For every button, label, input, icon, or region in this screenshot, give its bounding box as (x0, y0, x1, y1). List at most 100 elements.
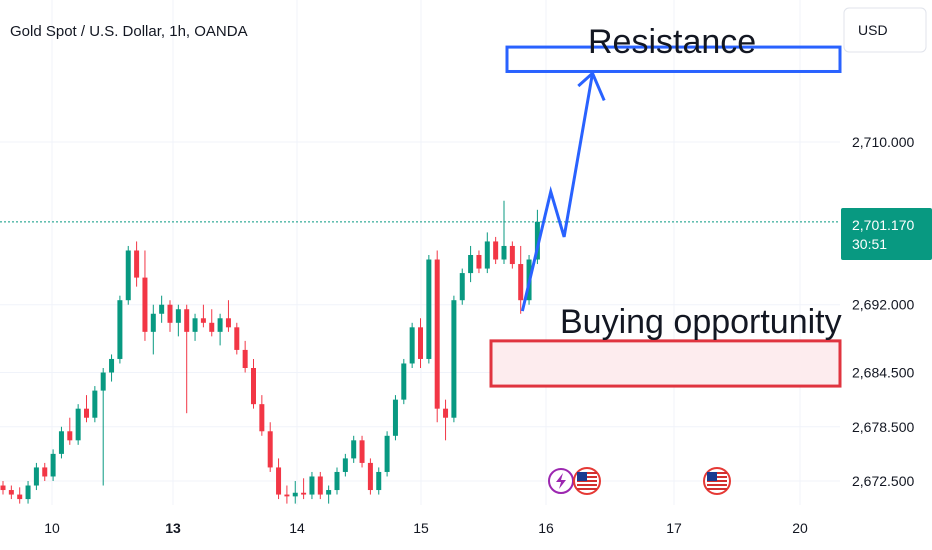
candle (50, 449, 56, 481)
flag-stripe (707, 484, 727, 486)
candle-body (175, 309, 181, 323)
candle-body (518, 264, 524, 301)
lightning-icon[interactable] (548, 468, 574, 494)
projection-arrow-head (577, 70, 606, 102)
resistance-zone[interactable] (505, 45, 842, 73)
support-zone[interactable] (489, 339, 842, 388)
candle-body (0, 485, 6, 491)
candle (67, 417, 73, 445)
candle-body (276, 467, 282, 495)
zones (489, 45, 842, 388)
candle-body (342, 458, 348, 472)
us-flag-icon[interactable] (703, 467, 731, 495)
candle (33, 462, 39, 491)
candle-body (242, 349, 248, 368)
candle (209, 309, 215, 337)
flag-stripe (707, 488, 727, 490)
grid (0, 0, 840, 505)
currency-button-label[interactable]: USD (858, 22, 888, 38)
candle-body (200, 318, 206, 323)
candle (326, 485, 332, 504)
candle (0, 481, 6, 495)
projection-line[interactable] (520, 73, 594, 312)
candle-body (426, 259, 432, 359)
projection-path (520, 70, 606, 312)
candle-body (309, 476, 315, 495)
resistance-label: Resistance (588, 23, 756, 61)
candle-body (109, 358, 115, 373)
price-tag-price: 2,701.170 (852, 217, 914, 233)
candle-body (317, 476, 323, 495)
candle (150, 304, 156, 355)
candle-body (534, 221, 540, 260)
candle-body (334, 471, 340, 491)
candle (484, 232, 490, 274)
us-flag-icon[interactable] (573, 467, 601, 495)
candle (401, 358, 407, 405)
price-axis-label: 2,692.000 (852, 297, 914, 313)
candle-body (75, 408, 81, 441)
candle (267, 422, 273, 472)
candle (75, 404, 81, 445)
candle (200, 304, 206, 328)
candle-body (376, 471, 382, 491)
candle (184, 304, 190, 414)
candle-body (401, 363, 407, 400)
candle (367, 458, 373, 495)
candle-body (351, 440, 357, 459)
candle-body (418, 327, 423, 359)
price-axis-label: 2,678.500 (852, 419, 914, 435)
candle (468, 245, 474, 283)
candle (175, 304, 181, 337)
candle (217, 313, 223, 346)
candle-body (459, 273, 465, 301)
price-axis-label: 2,684.500 (852, 365, 914, 381)
candle (443, 399, 449, 441)
candle-body (234, 327, 240, 350)
time-axis-label: 10 (44, 520, 60, 536)
price-axis-label: 2,672.500 (852, 473, 914, 489)
time-axis-label: 20 (792, 520, 808, 536)
candle-body (42, 467, 48, 477)
candle-body (58, 431, 64, 454)
price-axis-label: 2,710.000 (852, 134, 914, 150)
candle (501, 200, 507, 265)
candle-body (33, 467, 39, 486)
candle-body (142, 277, 148, 332)
candle (242, 340, 248, 373)
time-axis[interactable]: 10 13 14 15 16 17 20 (44, 520, 808, 536)
candle (409, 322, 415, 368)
candle-body (150, 313, 156, 332)
candle-body (225, 318, 231, 328)
candle (418, 318, 423, 368)
candle (301, 478, 307, 500)
candle-body (8, 490, 14, 495)
candle-body (326, 490, 332, 495)
candle-body (384, 435, 390, 472)
candle (134, 241, 140, 287)
candle (17, 487, 23, 504)
candle-body (501, 245, 507, 260)
candle (8, 485, 14, 500)
candle (225, 300, 231, 332)
candle (292, 481, 298, 504)
candle-body (392, 399, 398, 436)
candle (426, 255, 432, 364)
currency-button-background[interactable] (843, 7, 927, 53)
candle (384, 431, 390, 477)
price-axis[interactable]: 2,710.000 2,692.000 2,684.500 2,678.500 2,67… (852, 134, 914, 489)
currency-button[interactable]: USD (843, 7, 927, 53)
candle-body (493, 241, 499, 260)
candle-body (92, 390, 98, 418)
candle (192, 313, 198, 341)
time-axis-label: 17 (666, 520, 682, 536)
candle (42, 462, 48, 481)
candle (376, 467, 382, 495)
candle-body (100, 372, 106, 391)
candle (234, 322, 240, 355)
event-markers (548, 467, 731, 495)
candle-body (251, 368, 256, 405)
time-axis-label: 16 (538, 520, 554, 536)
